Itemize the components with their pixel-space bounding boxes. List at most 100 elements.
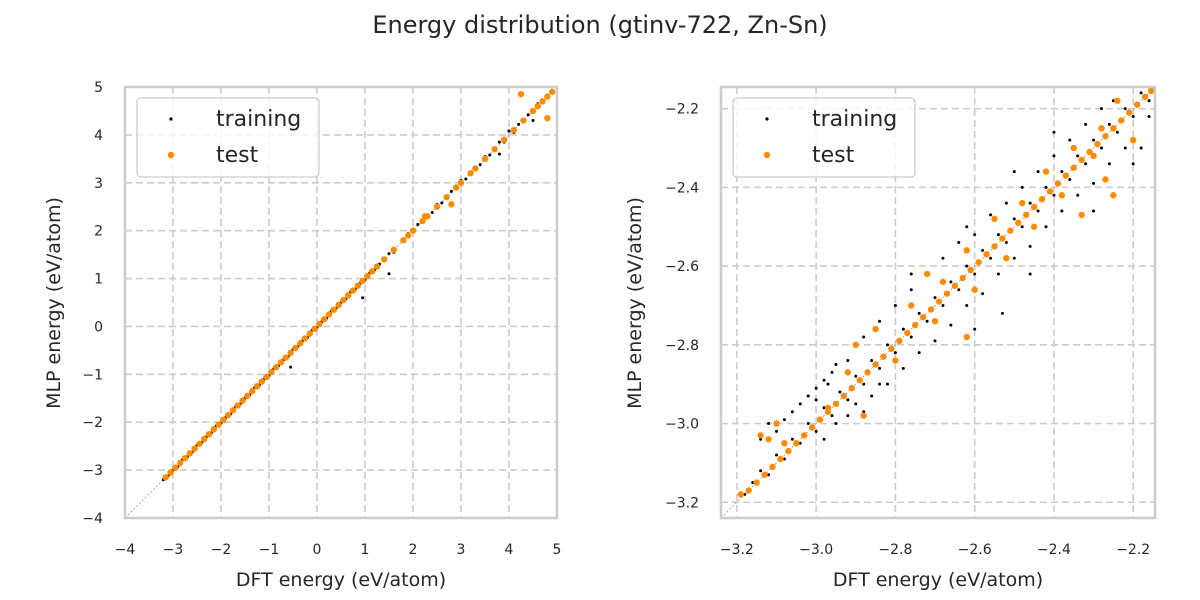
right-training-point [949, 323, 953, 327]
right-test-point [1118, 117, 1125, 124]
right-training-point [838, 390, 842, 394]
right-training-point [941, 256, 945, 260]
right-training-point [1028, 201, 1032, 205]
right-training-point [878, 366, 882, 370]
right-x-tick-label: −3.0 [799, 542, 833, 558]
left-x-tick-label: 5 [553, 542, 562, 558]
right-training-point [751, 481, 755, 485]
right-training-point [1076, 193, 1080, 197]
left-test-point [335, 301, 342, 309]
right-training-point [1147, 99, 1151, 103]
right-x-tick-label: −3.2 [720, 542, 754, 558]
right-training-point [1036, 209, 1040, 213]
right-training-point [759, 469, 763, 473]
left-y-tick-label: 5 [94, 80, 103, 96]
right-test-point [1094, 140, 1101, 148]
right-training-point [909, 335, 913, 339]
right-test-point [773, 420, 780, 427]
right-training-point [1123, 146, 1127, 150]
right-training-point [1044, 225, 1048, 229]
right-test-point [1126, 109, 1133, 116]
right-test-point [912, 321, 919, 329]
left-test-point [306, 330, 313, 337]
right-y-tick-label: −3.0 [665, 417, 699, 433]
right-test-point [1030, 223, 1038, 230]
left-test-point [453, 184, 460, 191]
right-training-point [885, 343, 889, 347]
left-y-tick-label: 1 [94, 272, 103, 288]
left-test-point [301, 335, 309, 342]
right-test-point [1110, 125, 1117, 132]
right-training-point [981, 248, 985, 252]
right-test-point [1098, 125, 1105, 132]
right-test-point [769, 463, 776, 471]
right-training-point [1131, 162, 1135, 166]
left-test-point [239, 397, 246, 404]
right-test-point [983, 251, 990, 258]
left-test-point [340, 296, 347, 304]
right-training-point [1139, 146, 1143, 150]
right-test-point [1058, 192, 1066, 199]
right-y-tick-label: −2.8 [665, 338, 699, 354]
right-test-point [935, 298, 943, 305]
right-test-point [919, 314, 927, 321]
right-training-point [862, 382, 866, 386]
right-y-tick-labels: −3.2 −3.0 −2.8 −2.6 −2.4 −2.2 [665, 102, 699, 512]
right-training-point [878, 382, 882, 386]
left-test-point [467, 170, 474, 177]
left-training-point [440, 201, 444, 205]
right-training-point [854, 402, 858, 406]
right-test-point [793, 440, 800, 447]
left-test-point [210, 426, 217, 433]
right-y-axis-label: MLP energy (eV/atom) [624, 197, 646, 409]
left-legend-training-marker [169, 117, 173, 121]
right-y-tick-label: −2.2 [665, 102, 699, 118]
right-training-point [790, 437, 794, 441]
left-test-point [544, 114, 551, 122]
right-test-point [872, 361, 879, 368]
right-test-point [1102, 133, 1109, 140]
right-training-point [1068, 177, 1072, 181]
right-training-point [743, 492, 747, 496]
right-training-point [893, 351, 897, 355]
right-x-axis-label: DFT energy (eV/atom) [833, 569, 1043, 591]
left-test-point [215, 421, 222, 428]
left-test-point [373, 263, 381, 270]
left-x-tick-label: −4 [115, 542, 136, 558]
right-test-point [808, 424, 816, 431]
right-test-point [1003, 255, 1010, 262]
right-test-point [840, 392, 848, 400]
right-test-point [781, 440, 788, 447]
right-test-point [931, 317, 939, 325]
right-test-point [971, 286, 978, 293]
left-test-point [297, 340, 304, 347]
left-training-point [449, 189, 453, 193]
right-test-point [927, 306, 935, 313]
right-test-point [757, 432, 764, 439]
right-x-tick-label: −2.4 [1037, 542, 1071, 558]
left-test-point [544, 93, 551, 100]
right-training-point [1123, 107, 1127, 111]
left-panel: −4 −3 −2 −1 0 1 2 3 4 5 −4 −3 −2 −1 0 1 2 3 4 5 DFT energy… [43, 80, 561, 591]
right-training-point [909, 272, 913, 276]
right-test-point [959, 274, 966, 282]
left-training-point [387, 272, 391, 276]
left-test-point [234, 402, 241, 409]
right-training-point [759, 437, 763, 441]
right-training-point [830, 370, 834, 374]
left-test-point [229, 407, 237, 414]
left-legend: training test [136, 97, 320, 178]
left-test-point [369, 268, 376, 275]
right-training-point [1044, 185, 1048, 189]
right-training-point [822, 378, 826, 382]
right-training-point [973, 327, 977, 331]
right-training-point [774, 453, 778, 457]
right-training-point [806, 422, 810, 426]
right-test-point [1114, 97, 1121, 104]
right-test-point [963, 333, 970, 341]
left-test-point [517, 90, 525, 98]
right-training-point [1004, 240, 1008, 244]
right-training-point [1092, 181, 1096, 185]
left-test-point [191, 445, 198, 452]
